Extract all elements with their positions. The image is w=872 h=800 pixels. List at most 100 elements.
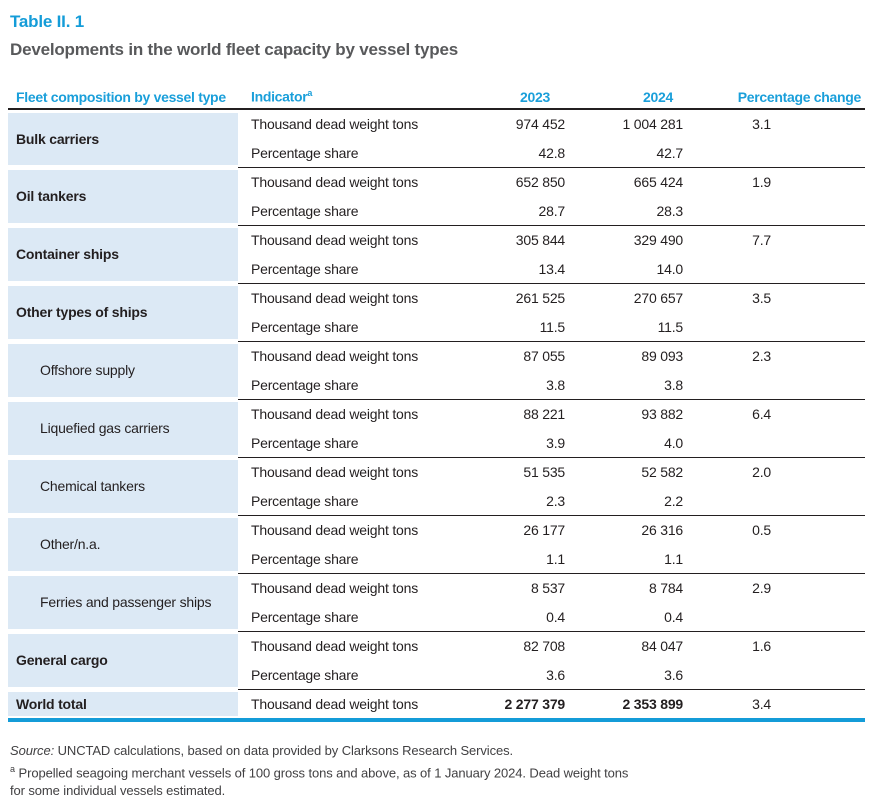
indicator-cell: Thousand dead weight tons [251, 638, 419, 655]
value-2023-cell: 261 525 [515, 290, 565, 307]
indicator-cell: Thousand dead weight tons [251, 290, 419, 307]
value-2024-cell: 1.1 [664, 550, 683, 567]
indicator-cell: Thousand dead weight tons [251, 406, 419, 423]
table-row-group-world-total: World total Thousand dead weight tons 2 … [8, 689, 865, 718]
footnote-mark: a [10, 764, 16, 774]
indicator-cell: Thousand dead weight tons [251, 348, 419, 365]
table-row: Percentage share 3.6 3.6 [238, 661, 865, 690]
indicator-cell: Thousand dead weight tons [251, 232, 419, 249]
footnote-text-line1: Propelled seagoing merchant vessels of 1… [15, 765, 629, 781]
table-header-row: Fleet composition by vessel type Indicat… [8, 88, 865, 110]
value-2023-cell: 0.4 [546, 608, 565, 625]
value-2024-cell: 4.0 [664, 434, 683, 451]
indicator-footnote-mark: a [307, 88, 313, 99]
value-2023-cell: 305 844 [515, 232, 565, 249]
vessel-type-cell: Other types of ships [8, 285, 238, 339]
pct-change-cell: 1.9 [752, 174, 771, 191]
value-2023-cell: 3.6 [546, 666, 565, 683]
table-row: Percentage share 28.7 28.3 [238, 197, 865, 226]
table-row: Percentage share 1.1 1.1 [238, 545, 865, 574]
table-row-group: Chemical tankers Thousand dead weight to… [8, 457, 865, 515]
pct-change-cell: 3.4 [752, 696, 771, 712]
pct-change-cell: 1.6 [752, 638, 771, 655]
value-2023-cell: 26 177 [523, 522, 565, 539]
pct-change-cell: 2.3 [752, 348, 771, 365]
value-2024-cell: 0.4 [664, 608, 683, 625]
table-row-group: Liquefied gas carriers Thousand dead wei… [8, 399, 865, 457]
indicator-cell: Thousand dead weight tons [251, 522, 419, 539]
indicator-cell: Thousand dead weight tons [251, 174, 419, 191]
source-label: Source: [10, 743, 55, 758]
footnote-a-continued: for some individual vessels estimated. [10, 782, 872, 800]
fleet-capacity-table: Fleet composition by vessel type Indicat… [8, 88, 865, 722]
table-row: Thousand dead weight tons 305 844 329 49… [238, 226, 865, 255]
indicator-cell: Percentage share [251, 376, 359, 393]
indicator-cell: Percentage share [251, 608, 359, 625]
table-row: Thousand dead weight tons 652 850 665 42… [238, 168, 865, 197]
table-row: Thousand dead weight tons 51 535 52 582 … [238, 458, 865, 487]
vessel-type-cell: Other/n.a. [8, 517, 238, 571]
table-row: Thousand dead weight tons 87 055 89 093 … [238, 342, 865, 371]
table-row: Percentage share 42.8 42.7 [238, 139, 865, 168]
table-row: Percentage share 3.8 3.8 [238, 371, 865, 400]
value-2023-cell: 11.5 [539, 318, 566, 335]
value-2023-cell: 42.8 [538, 144, 566, 161]
vessel-type-cell: Offshore supply [8, 343, 238, 397]
indicator-cell: Percentage share [251, 666, 359, 683]
pct-change-cell: 0.5 [752, 522, 771, 539]
indicator-cell: Percentage share [251, 144, 359, 161]
value-2024-cell: 270 657 [633, 290, 683, 307]
vessel-type-cell: Bulk carriers [8, 112, 238, 165]
pct-change-cell: 2.0 [752, 464, 771, 481]
value-2024-cell: 14.0 [656, 260, 684, 277]
pct-change-cell: 3.5 [752, 290, 771, 307]
indicator-cell: Thousand dead weight tons [251, 580, 419, 597]
table-row: Percentage share 13.4 14.0 [238, 255, 865, 284]
table-number: Table II. 1 [10, 12, 85, 31]
table-row-group: Other types of ships Thousand dead weigh… [8, 283, 865, 341]
vessel-type-cell: Ferries and passenger ships [8, 575, 238, 629]
table-row: Percentage share 0.4 0.4 [238, 603, 865, 632]
table-row: Thousand dead weight tons 26 177 26 316 … [238, 516, 865, 545]
value-2024-cell: 329 490 [633, 232, 683, 249]
vessel-type-cell: General cargo [8, 633, 238, 687]
table-row: Thousand dead weight tons 2 277 379 2 35… [238, 690, 865, 718]
value-2024-cell: 42.7 [656, 144, 684, 161]
table-row: Thousand dead weight tons 82 708 84 047 … [238, 632, 865, 661]
page-title: Developments in the world fleet capacity… [10, 40, 458, 59]
value-2023-cell: 82 708 [523, 638, 565, 655]
vessel-type-cell: Container ships [8, 227, 238, 281]
vessel-type-cell: Liquefied gas carriers [8, 401, 238, 455]
table-row-group: Ferries and passenger ships Thousand dea… [8, 573, 865, 631]
value-2023-cell: 2 277 379 [504, 696, 566, 712]
table-row-group: Offshore supply Thousand dead weight ton… [8, 341, 865, 399]
value-2024-cell: 3.8 [664, 376, 683, 393]
vessel-type-cell: Chemical tankers [8, 459, 238, 513]
value-2024-cell: 11.5 [657, 318, 684, 335]
value-2023-cell: 88 221 [523, 406, 565, 423]
value-2023-cell: 28.7 [538, 202, 566, 219]
table-row-group: Bulk carriers Thousand dead weight tons … [8, 110, 865, 167]
indicator-cell: Percentage share [251, 492, 359, 509]
value-2023-cell: 1.1 [546, 550, 565, 567]
vessel-type-cell: Oil tankers [8, 169, 238, 223]
value-2023-cell: 652 850 [515, 174, 565, 191]
indicator-header-text: Indicator [251, 89, 308, 105]
footnote-a: a Propelled seagoing merchant vessels of… [10, 760, 872, 782]
table-row-group: Oil tankers Thousand dead weight tons 65… [8, 167, 865, 225]
source-text: UNCTAD calculations, based on data provi… [54, 743, 514, 758]
value-2024-cell: 52 582 [641, 464, 683, 481]
value-2023-cell: 87 055 [523, 348, 565, 365]
table-row-group: General cargo Thousand dead weight tons … [8, 631, 865, 689]
table-row: Thousand dead weight tons 88 221 93 882 … [238, 400, 865, 429]
column-header-indicator: Indicatora [238, 88, 448, 105]
vessel-type-cell: World total [8, 691, 238, 716]
indicator-cell: Percentage share [251, 202, 359, 219]
table-row: Thousand dead weight tons 974 452 1 004 … [238, 110, 865, 139]
column-header-2024: 2024 [643, 89, 673, 105]
indicator-cell: Percentage share [251, 550, 359, 567]
value-2023-cell: 2.3 [546, 492, 565, 509]
column-header-percentage-change: Percentage change [737, 89, 862, 105]
table-row-group: Other/n.a. Thousand dead weight tons 26 … [8, 515, 865, 573]
value-2023-cell: 3.9 [546, 434, 565, 451]
